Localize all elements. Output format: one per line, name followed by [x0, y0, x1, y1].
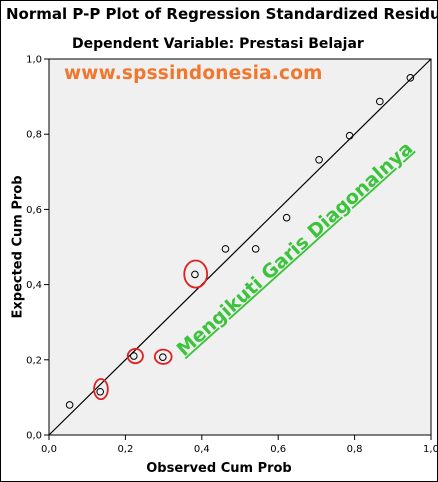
y-tick-label: 0,8 [26, 130, 42, 141]
data-point [315, 155, 323, 164]
x-tick-label: 0,2 [117, 444, 133, 455]
y-tick-label: 0,6 [26, 205, 42, 216]
data-point [96, 387, 104, 396]
x-tick-label: 0,8 [347, 444, 363, 455]
y-tick-label: 1,0 [26, 55, 42, 66]
data-point [159, 353, 167, 361]
data-point [406, 74, 415, 82]
data-point [221, 245, 230, 253]
watermark: www.spssindonesia.com [64, 63, 323, 84]
data-point [376, 97, 384, 106]
x-tick-label: 0,4 [194, 444, 210, 455]
y-tick-label: 0,0 [26, 431, 42, 442]
data-point [251, 245, 260, 253]
x-axis-label: Observed Cum Prob [146, 461, 292, 476]
highlight-circle [93, 378, 109, 401]
data-point [130, 352, 138, 360]
x-tick-label: 0,6 [270, 444, 286, 455]
highlight-circle [153, 348, 173, 365]
y-tick-label: 0,4 [26, 280, 42, 291]
x-tick-label: 0,0 [41, 444, 57, 455]
data-point [65, 401, 74, 409]
y-axis-label: Expected Cum Prob [10, 175, 26, 319]
highlight-circle [126, 347, 144, 365]
chart-subtitle: Dependent Variable: Prestasi Belajar [72, 36, 364, 52]
data-point [345, 131, 354, 140]
highlight-circle [183, 259, 209, 289]
data-point [282, 213, 291, 222]
x-tick-label: 1,0 [423, 444, 438, 455]
chart-title: Normal P-P Plot of Regression Standardiz… [6, 5, 438, 23]
data-point [191, 270, 199, 279]
reference-line [48, 58, 432, 436]
y-tick-label: 0,2 [26, 355, 42, 366]
